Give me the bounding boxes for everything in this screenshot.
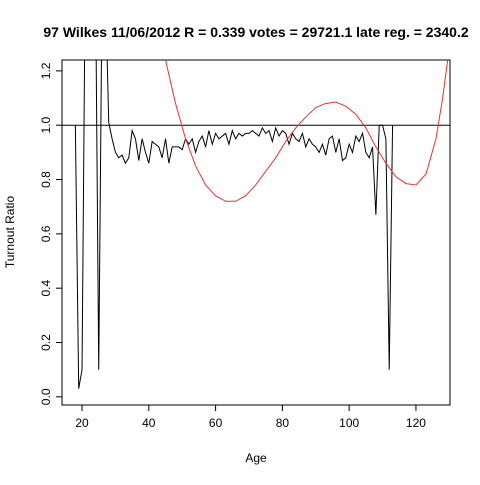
x-tick-label: 100	[339, 416, 359, 430]
y-tick-label: 1.2	[39, 62, 53, 79]
chart-title: 97 Wilkes 11/06/2012 R = 0.339 votes = 2…	[43, 24, 468, 40]
y-tick-label: 1.0	[39, 117, 53, 134]
y-tick-label: 0.4	[39, 280, 53, 297]
y-tick-label: 0.0	[39, 388, 53, 405]
y-tick-label: 0.2	[39, 334, 53, 351]
y-tick-label: 0.6	[39, 225, 53, 242]
y-axis-label: Turnout Ratio	[3, 196, 17, 269]
x-tick-label: 40	[142, 416, 156, 430]
x-tick-label: 120	[406, 416, 426, 430]
x-axis-label: Age	[245, 451, 267, 465]
data-line	[165, 60, 449, 202]
data-line	[74, 60, 394, 389]
plot-area	[62, 60, 450, 389]
y-tick-label: 0.8	[39, 171, 53, 188]
x-tick-label: 20	[75, 416, 89, 430]
plot-box	[61, 59, 451, 406]
x-tick-label: 80	[276, 416, 290, 430]
x-tick-label: 60	[209, 416, 223, 430]
